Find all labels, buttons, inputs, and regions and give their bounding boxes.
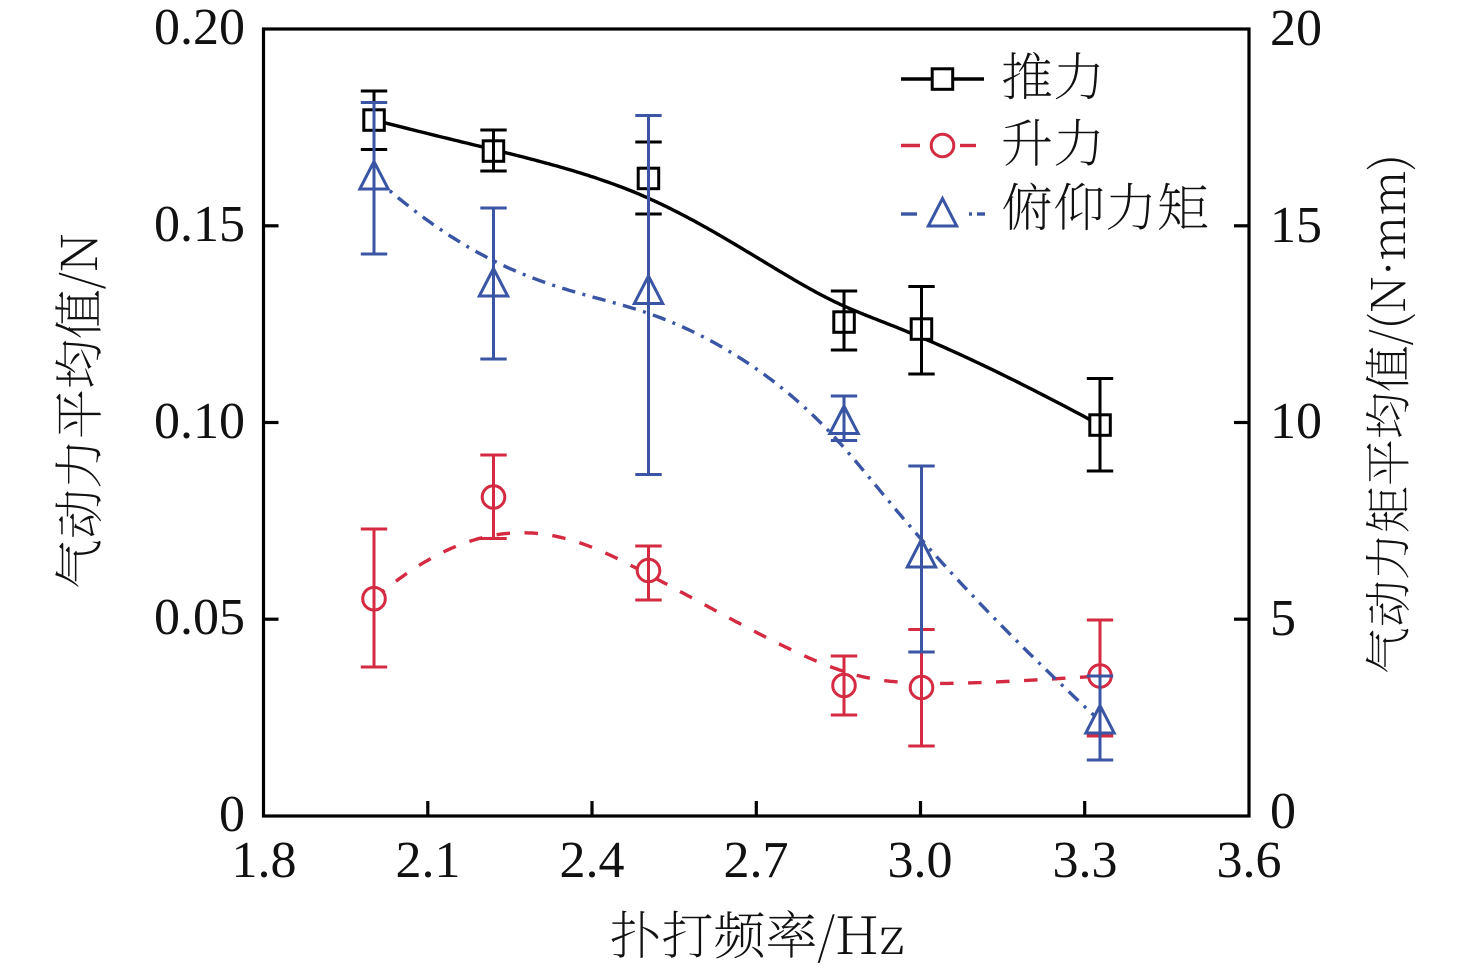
svg-text:2.4: 2.4 xyxy=(560,832,625,889)
svg-text:0: 0 xyxy=(219,786,245,843)
svg-text:2.7: 2.7 xyxy=(724,832,789,889)
svg-text:3.0: 3.0 xyxy=(888,832,953,889)
svg-text:0: 0 xyxy=(1270,783,1296,840)
svg-text:0.15: 0.15 xyxy=(154,196,245,253)
svg-text:10: 10 xyxy=(1270,393,1322,450)
svg-text:0.20: 0.20 xyxy=(154,0,245,56)
svg-text:0.10: 0.10 xyxy=(154,393,245,450)
svg-text:2.1: 2.1 xyxy=(396,832,461,889)
svg-text:3.6: 3.6 xyxy=(1217,832,1282,889)
svg-text:3.3: 3.3 xyxy=(1053,832,1118,889)
svg-text:5: 5 xyxy=(1270,590,1296,647)
svg-text:20: 20 xyxy=(1270,0,1322,57)
svg-text:15: 15 xyxy=(1270,197,1322,254)
svg-text:1.8: 1.8 xyxy=(232,832,297,889)
svg-text:0.05: 0.05 xyxy=(154,589,245,646)
